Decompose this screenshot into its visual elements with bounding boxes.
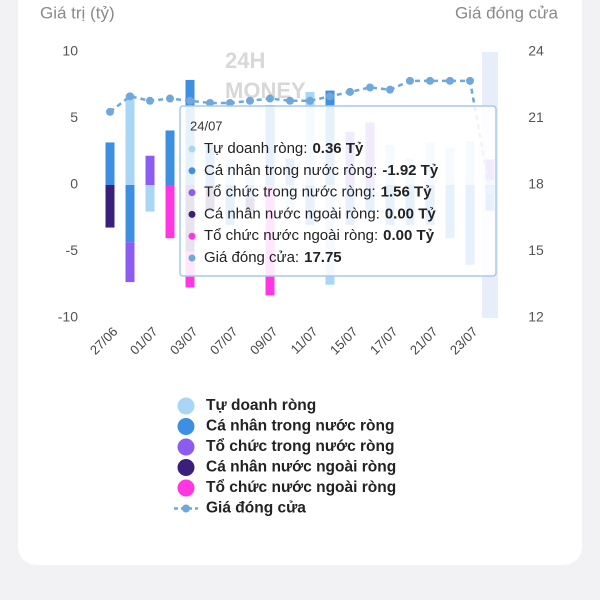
tooltip-dot: [188, 254, 196, 262]
y2-tick-label: 15: [528, 242, 544, 258]
price-point: [246, 96, 254, 105]
legend-marker: [177, 479, 195, 497]
legend-marker: [177, 438, 195, 456]
price-point: [366, 83, 374, 92]
y-tick-label: -10: [58, 309, 78, 325]
tooltip-value: 17.75: [304, 249, 342, 266]
bar: [105, 185, 115, 228]
y2-axis-label: Giá đóng cửa: [455, 3, 559, 22]
price-point: [186, 96, 194, 105]
y2-tick-label: 21: [528, 109, 544, 125]
legend-label: Cá nhân trong nước ròng: [206, 418, 394, 435]
tooltip-label: Cá nhân nước ngoài ròng:: [204, 205, 380, 222]
bar: [145, 155, 155, 185]
price-point: [386, 85, 394, 94]
tooltip-label: Giá đóng cửa:: [204, 249, 299, 266]
tooltip-value: 0.36 Tỷ: [312, 140, 364, 157]
legend-label: Tổ chức trong nước ròng: [206, 438, 394, 455]
price-point: [126, 92, 134, 101]
tooltip-label: Tổ chức trong nước ròng:: [204, 184, 376, 201]
price-point: [146, 96, 154, 105]
price-point: [166, 94, 174, 103]
tooltip-value: 0.00 Tỷ: [383, 227, 435, 244]
watermark: 24H: [225, 48, 265, 73]
tooltip-value: -1.92 Tỷ: [382, 162, 439, 179]
y-tick-label: 0: [70, 176, 78, 192]
tooltip-label: Cá nhân trong nước ròng:: [204, 162, 377, 179]
tooltip-value: 1.56 Tỷ: [381, 184, 433, 201]
price-point: [226, 98, 234, 107]
y2-tick-label: 12: [528, 309, 544, 325]
tooltip-title: 24/07: [190, 118, 223, 133]
legend-label: Tổ chức nước ngoài ròng: [206, 479, 396, 496]
y-tick-label: 5: [70, 109, 78, 125]
price-point: [286, 96, 294, 105]
bar: [145, 185, 155, 212]
legend-label: Cá nhân nước ngoài ròng: [206, 459, 396, 476]
tooltip-label: Tự doanh ròng:: [204, 140, 307, 157]
legend-marker: [177, 418, 195, 435]
price-point: [466, 76, 474, 85]
legend-label: Giá đóng cửa: [206, 500, 306, 517]
y-tick-label: -5: [66, 242, 79, 258]
bar: [125, 185, 135, 243]
y-axis-label: Giá trị (tỷ): [40, 3, 115, 22]
y2-tick-label: 24: [528, 43, 544, 59]
price-point: [406, 76, 414, 85]
tooltip-value: 0.00 Tỷ: [385, 205, 437, 222]
tooltip-box: [179, 105, 497, 277]
legend-marker: [177, 459, 195, 476]
bar: [105, 142, 115, 185]
bar: [125, 242, 135, 283]
price-point: [346, 87, 354, 96]
price-point: [206, 98, 214, 107]
watermark: MONEY: [225, 78, 306, 103]
legend-marker: [177, 397, 195, 415]
tooltip-dot: [188, 167, 196, 175]
price-point: [326, 92, 334, 101]
price-point: [106, 107, 114, 116]
tooltip-dot: [188, 232, 196, 240]
tooltip-dot: [188, 210, 196, 218]
y2-tick-label: 18: [528, 176, 544, 192]
tooltip-label: Tổ chức nước ngoài ròng:: [204, 227, 378, 244]
bar: [165, 130, 175, 185]
legend-label: Tự doanh ròng: [206, 397, 316, 414]
tooltip-dot: [188, 189, 196, 197]
price-point: [306, 96, 314, 105]
y-tick-label: 10: [62, 43, 78, 59]
bar: [125, 94, 135, 185]
legend-marker: [182, 504, 190, 513]
bar: [165, 185, 175, 239]
price-point: [266, 94, 274, 103]
price-point: [446, 76, 454, 85]
tooltip-dot: [188, 145, 196, 153]
price-point: [426, 76, 434, 85]
